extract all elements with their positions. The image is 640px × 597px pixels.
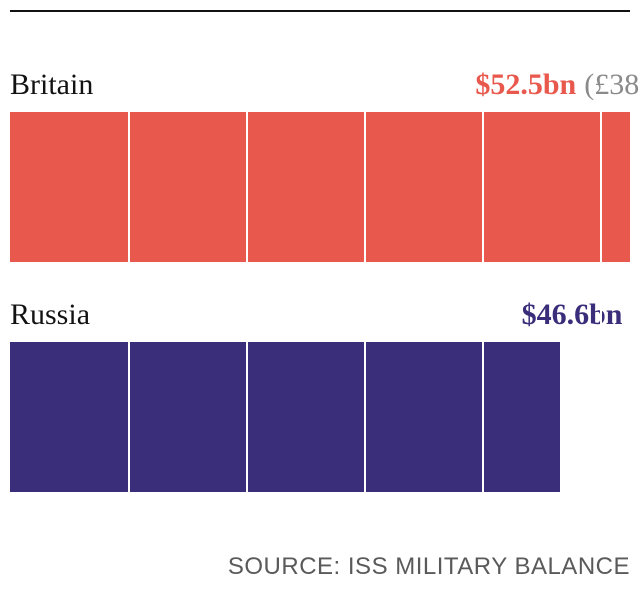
value-primary: $46.6bn — [522, 298, 623, 331]
source-attribution: SOURCE: ISS MILITARY BALANCE — [228, 553, 630, 581]
country-label: Russia — [10, 300, 90, 330]
value-primary: $52.5bn — [475, 68, 576, 101]
series-label-line: Britain$52.5bn(£38.3bn) — [10, 70, 630, 100]
bar — [10, 342, 560, 492]
country-label: Britain — [10, 70, 93, 100]
series-row: Britain$52.5bn(£38.3bn) — [10, 70, 630, 262]
chart-container: Britain $52.5bn(£38.3bn) Russia $46.6bn SOU… — [0, 0, 640, 597]
plot-area: Britain$52.5bn(£38.3bn)Russia$46.6bn — [10, 70, 630, 530]
value-wrap: $46.6bn — [100, 300, 630, 330]
series-label-line: Russia $46.6bn — [10, 300, 630, 330]
top-rule — [10, 10, 630, 12]
series-row: Russia $46.6bn — [10, 300, 630, 492]
value-wrap: $52.5bn(£38.3bn) — [103, 70, 640, 100]
value-secondary: (£38.3bn) — [584, 68, 640, 101]
bar — [10, 112, 630, 262]
